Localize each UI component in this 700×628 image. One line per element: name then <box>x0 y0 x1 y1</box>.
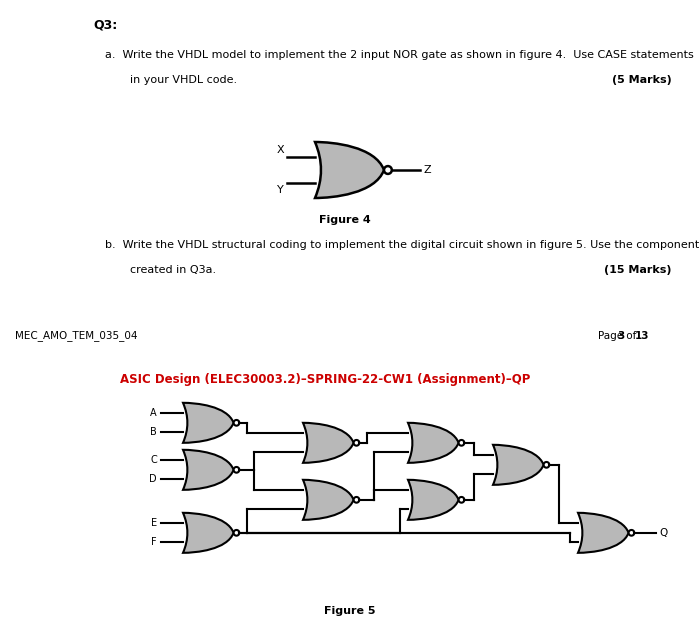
Text: a.  Write the VHDL model to implement the 2 input NOR gate as shown in figure 4.: a. Write the VHDL model to implement the… <box>105 50 694 60</box>
Text: (5 Marks): (5 Marks) <box>612 75 672 85</box>
PathPatch shape <box>183 513 234 553</box>
Circle shape <box>234 420 239 426</box>
Circle shape <box>458 497 464 502</box>
Circle shape <box>354 497 359 502</box>
Circle shape <box>544 462 550 468</box>
PathPatch shape <box>303 480 354 520</box>
Text: F: F <box>151 538 157 548</box>
PathPatch shape <box>493 445 544 485</box>
Text: created in Q3a.: created in Q3a. <box>130 265 216 275</box>
Text: X: X <box>276 144 284 154</box>
Text: Figure 4: Figure 4 <box>319 215 371 225</box>
Circle shape <box>384 166 392 174</box>
Circle shape <box>458 440 464 446</box>
Circle shape <box>234 467 239 473</box>
PathPatch shape <box>303 423 354 463</box>
Text: b.  Write the VHDL structural coding to implement the digital circuit shown in f: b. Write the VHDL structural coding to i… <box>105 240 699 250</box>
Text: Figure 5: Figure 5 <box>324 606 376 616</box>
PathPatch shape <box>408 480 458 520</box>
Text: ASIC Design (ELEC30003.2)–SPRING-22-CW1 (Assignment)–QP: ASIC Design (ELEC30003.2)–SPRING-22-CW1 … <box>120 373 530 386</box>
Text: Y: Y <box>277 185 284 195</box>
PathPatch shape <box>315 142 384 198</box>
Text: D: D <box>149 474 157 484</box>
Text: Z: Z <box>424 165 431 175</box>
Text: in your VHDL code.: in your VHDL code. <box>130 75 237 85</box>
Text: A: A <box>150 408 157 418</box>
Text: of: of <box>623 331 640 341</box>
Circle shape <box>234 530 239 536</box>
Text: Page: Page <box>598 331 626 341</box>
Text: E: E <box>151 518 157 528</box>
Text: Q: Q <box>659 528 668 538</box>
Text: Q3:: Q3: <box>93 18 118 31</box>
Text: (15 Marks): (15 Marks) <box>605 265 672 275</box>
Circle shape <box>629 530 634 536</box>
PathPatch shape <box>578 513 629 553</box>
Text: 13: 13 <box>635 331 650 341</box>
Text: 3: 3 <box>617 331 624 341</box>
Text: B: B <box>150 428 157 438</box>
PathPatch shape <box>408 423 458 463</box>
PathPatch shape <box>183 450 234 490</box>
Text: MEC_AMO_TEM_035_04: MEC_AMO_TEM_035_04 <box>15 330 137 341</box>
Text: C: C <box>150 455 157 465</box>
Circle shape <box>354 440 359 446</box>
PathPatch shape <box>183 403 234 443</box>
